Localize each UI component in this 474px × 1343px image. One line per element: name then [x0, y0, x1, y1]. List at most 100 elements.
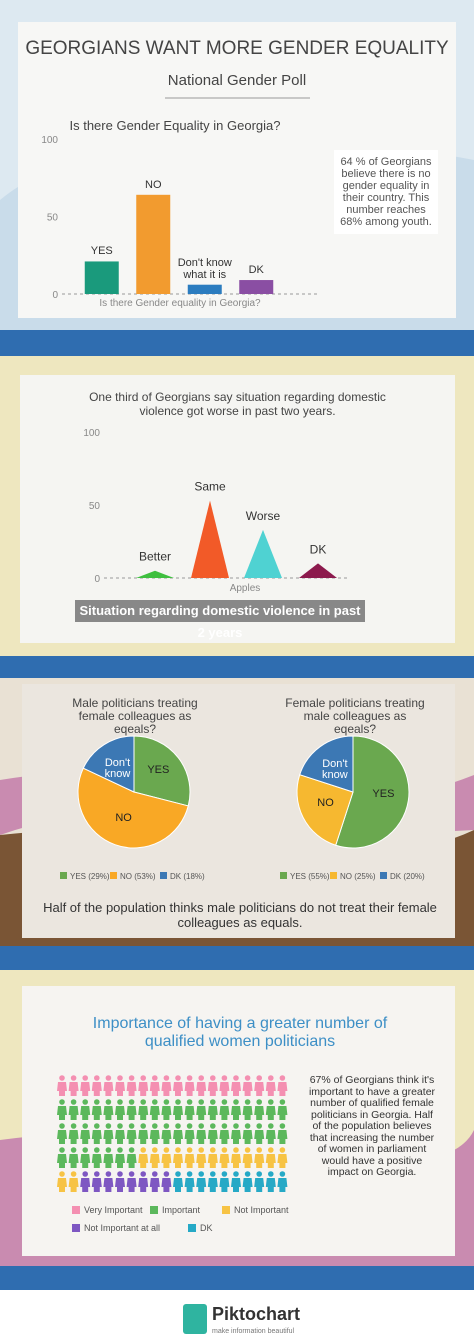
person-icon	[242, 1106, 253, 1120]
person-icon	[91, 1082, 102, 1096]
person-icon	[149, 1130, 160, 1144]
legend-label: DK	[200, 1223, 213, 1233]
person-icon	[117, 1099, 123, 1105]
person-icon	[152, 1123, 158, 1129]
person-icon	[198, 1099, 204, 1105]
person-icon	[175, 1099, 181, 1105]
person-icon	[105, 1099, 112, 1105]
peak	[299, 563, 337, 578]
slice-label: NO	[317, 796, 334, 809]
person-icon	[149, 1178, 160, 1192]
bar	[84, 261, 119, 294]
person-icon	[210, 1075, 216, 1081]
person-icon	[161, 1178, 172, 1192]
person-icon	[115, 1154, 125, 1168]
person-icon	[265, 1154, 276, 1168]
person-icon	[175, 1147, 181, 1153]
person-icon	[117, 1075, 123, 1081]
person-icon	[68, 1154, 79, 1168]
person-icon	[105, 1147, 112, 1153]
band	[0, 1266, 474, 1290]
annotation: 67% of Georgians think it's important to…	[308, 1074, 436, 1178]
person-icon	[128, 1075, 135, 1081]
person-icon	[94, 1123, 100, 1129]
person-icon	[219, 1106, 230, 1120]
chart-title: Importance of having a greater number of…	[92, 1015, 388, 1050]
person-icon	[198, 1075, 204, 1081]
person-icon	[221, 1171, 228, 1177]
pie-slice	[133, 735, 191, 807]
chart-title: One third of Georgians say situation reg…	[89, 390, 386, 418]
person-icon	[210, 1123, 216, 1129]
bar-label: NO	[145, 178, 162, 191]
person-icon	[173, 1178, 183, 1192]
panel	[22, 986, 455, 1256]
person-icon	[163, 1171, 170, 1177]
person-icon	[279, 1171, 286, 1177]
person-icon	[268, 1075, 274, 1081]
person-icon	[126, 1082, 137, 1096]
person-icon	[103, 1178, 114, 1192]
person-icon	[82, 1075, 88, 1081]
person-icon	[221, 1099, 228, 1105]
person-icon	[173, 1082, 183, 1096]
title: GEORGIANS WANT MORE GENDER EQUALITY	[25, 38, 449, 59]
y-tick-label: 100	[83, 428, 100, 439]
person-icon	[233, 1099, 239, 1105]
person-icon	[152, 1075, 158, 1081]
legend-swatch	[150, 1206, 158, 1214]
person-icon	[207, 1130, 218, 1144]
person-icon	[103, 1130, 114, 1144]
person-icon	[103, 1082, 114, 1096]
person-icon	[242, 1154, 253, 1168]
person-icon	[152, 1171, 158, 1177]
legend-swatch	[110, 872, 117, 879]
bar-label: DK	[248, 264, 264, 277]
person-icon	[210, 1099, 216, 1105]
legend-swatch	[280, 872, 287, 879]
person-icon	[82, 1099, 88, 1105]
bar-label: Don't know what it is	[177, 256, 232, 281]
logo	[183, 1304, 207, 1334]
person-icon	[91, 1154, 102, 1168]
person-icon	[277, 1082, 288, 1096]
person-icon	[173, 1130, 183, 1144]
legend-swatch	[72, 1206, 80, 1214]
legend-label: Not Important	[234, 1205, 289, 1215]
person-icon	[57, 1130, 67, 1144]
legend-label: Very Important	[84, 1205, 143, 1215]
person-icon	[196, 1178, 207, 1192]
pie-slice	[77, 767, 189, 849]
person-icon	[265, 1178, 276, 1192]
legend-swatch	[380, 872, 387, 879]
person-icon	[140, 1123, 146, 1129]
person-icon	[242, 1082, 253, 1096]
pie-slice	[299, 735, 354, 793]
bar	[239, 280, 274, 294]
person-icon	[244, 1171, 251, 1177]
caption: Half of the population thinks male polit…	[43, 900, 437, 930]
person-icon	[128, 1099, 135, 1105]
person-icon	[105, 1171, 112, 1177]
person-icon	[140, 1099, 146, 1105]
person-icon	[254, 1082, 265, 1096]
bar	[187, 284, 222, 294]
person-icon	[175, 1123, 181, 1129]
legend-label: YES (29%)	[70, 872, 110, 881]
legend-label: DK (18%)	[170, 872, 205, 881]
chart-title: Is there Gender Equality in Georgia?	[69, 118, 281, 133]
person-icon	[233, 1123, 239, 1129]
person-icon	[186, 1171, 193, 1177]
legend-swatch	[222, 1206, 230, 1214]
person-icon	[244, 1099, 251, 1105]
person-icon	[256, 1147, 263, 1153]
person-icon	[57, 1082, 67, 1096]
person-icon	[277, 1154, 288, 1168]
person-icon	[68, 1178, 79, 1192]
person-icon	[207, 1154, 218, 1168]
person-icon	[103, 1154, 114, 1168]
person-icon	[231, 1154, 241, 1168]
person-icon	[163, 1123, 170, 1129]
person-icon	[196, 1130, 207, 1144]
